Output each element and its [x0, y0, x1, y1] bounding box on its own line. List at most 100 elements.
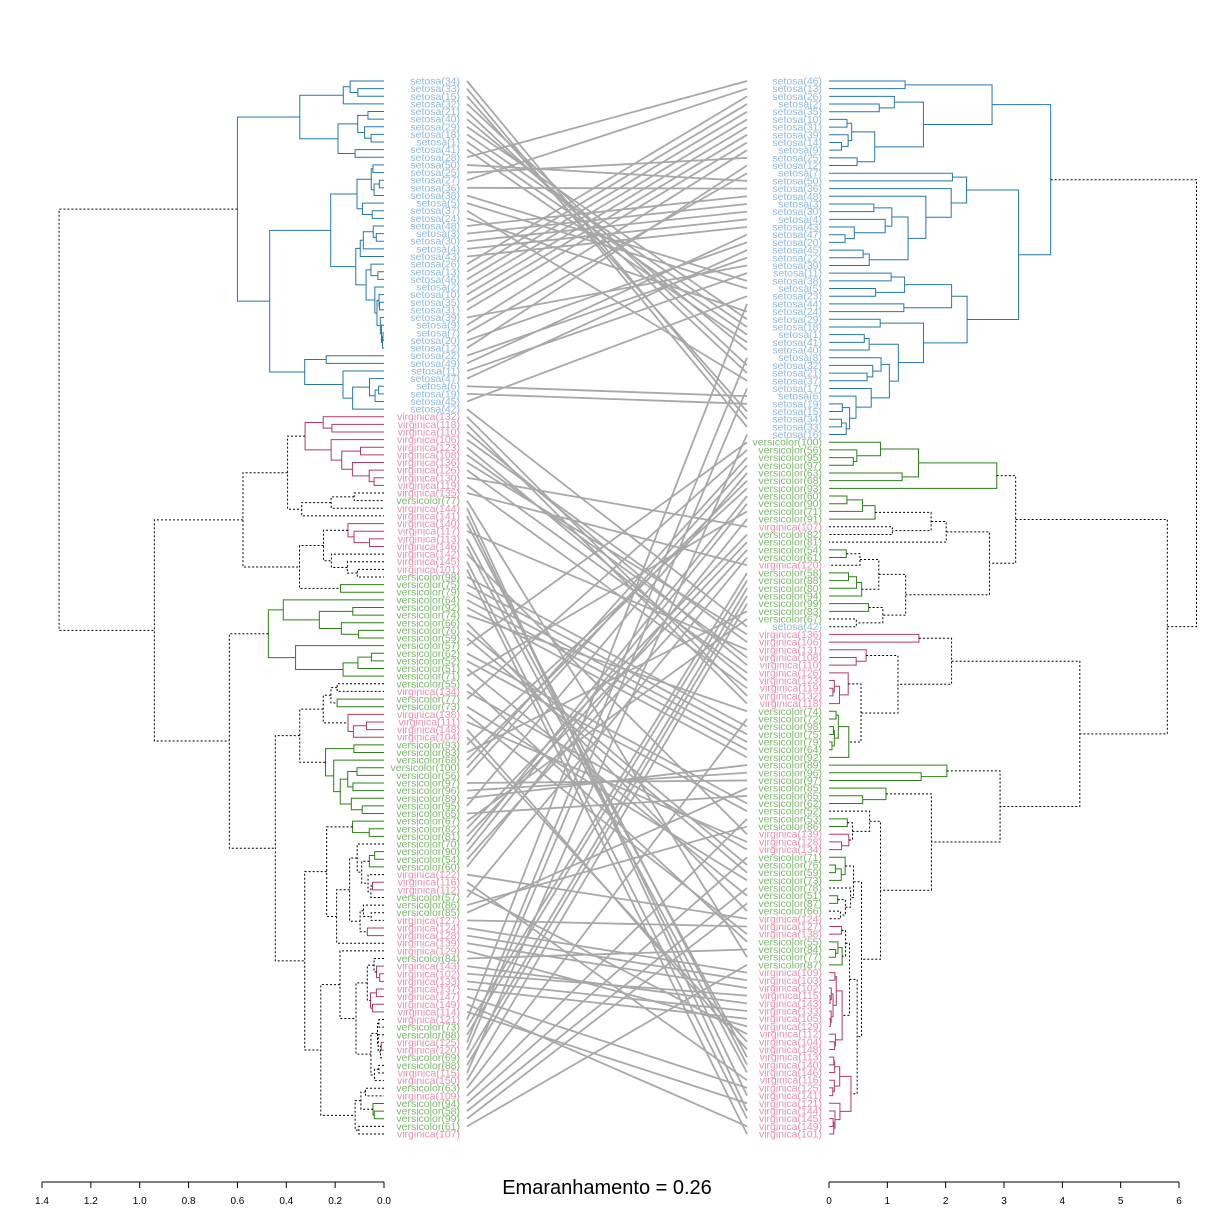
- dendrogram-branch: [829, 864, 836, 874]
- dendrogram-branch: [829, 887, 852, 908]
- left-leaf-label: setosa(35): [410, 297, 460, 309]
- left-leaf-label: versicolor(98): [396, 571, 460, 583]
- right-leaf-label: setosa(5): [778, 283, 822, 295]
- right-leaf-label: versicolor(51): [758, 890, 822, 902]
- dendrogram-branch: [373, 1110, 384, 1120]
- left-leaf-label: versicolor(76): [396, 625, 460, 637]
- dendrogram-branch: [829, 1079, 835, 1093]
- dendrogram-branch: [829, 656, 857, 666]
- right-leaf-label: virginica(126): [759, 667, 822, 679]
- connector-line: [466, 126, 748, 321]
- left-leaf-label: setosa(37): [410, 205, 460, 217]
- left-leaf-label: virginica(145): [397, 556, 460, 568]
- left-leaf-label: virginica(115): [398, 1067, 460, 1079]
- left-leaf-label: virginica(122): [397, 869, 460, 881]
- dendrogram-branch: [346, 561, 384, 574]
- dendrogram-branch: [829, 337, 870, 351]
- connector-line: [466, 434, 748, 1074]
- dendrogram-branch: [370, 912, 384, 921]
- left-leaf-label: setosa(22): [410, 350, 460, 362]
- left-leaf-label: setosa(7): [416, 327, 460, 339]
- dendrogram-branch: [829, 810, 871, 832]
- left-leaf-label: virginica(143): [397, 961, 460, 973]
- right-leaf-label: versicolor(61): [758, 552, 822, 564]
- right-leaf-labels: setosa(46)setosa(13)setosa(26)setosa(2)s…: [753, 76, 822, 1141]
- right-leaf-label: virginica(123): [759, 675, 822, 687]
- connector-line: [466, 438, 748, 643]
- left-leaf-label: virginica(141): [397, 510, 460, 522]
- right-axis-tick-label: 2: [943, 1196, 949, 1207]
- right-leaf-label: setosa(8): [778, 352, 822, 364]
- left-leaf-label: versicolor(54): [396, 854, 460, 866]
- dendrogram-branch: [352, 782, 384, 792]
- left-leaf-label: virginica(129): [397, 945, 460, 957]
- right-leaf-label: setosa(33): [772, 421, 822, 433]
- dendrogram-branch: [339, 778, 352, 805]
- right-leaf-label: setosa(21): [772, 368, 822, 380]
- right-leaf-label: versicolor(62): [758, 798, 822, 810]
- dendrogram-branch: [897, 637, 953, 685]
- connector-line: [466, 889, 748, 1035]
- dendrogram-branch: [829, 188, 952, 218]
- dendrogram-branch: [301, 502, 384, 517]
- dendrogram-branch: [358, 1125, 384, 1135]
- connector-line: [466, 660, 748, 812]
- dendrogram-branch: [367, 874, 384, 893]
- left-leaf-label: virginica(107): [397, 1129, 460, 1141]
- right-leaf-label: setosa(24): [772, 306, 822, 318]
- dendrogram-branch: [869, 216, 909, 261]
- dendrogram-branch: [267, 609, 296, 659]
- dendrogram-branch: [377, 271, 384, 280]
- right-leaf-label: versicolor(83): [758, 606, 822, 618]
- dendrogram-branch: [366, 927, 384, 937]
- dendrogram-branch: [847, 822, 854, 841]
- left-leaf-label: setosa(11): [411, 365, 460, 377]
- connector-line: [466, 454, 748, 659]
- dendrogram-branch: [829, 764, 948, 778]
- dendrogram-branch: [905, 84, 993, 125]
- dendrogram-branch: [340, 622, 384, 635]
- right-leaf-label: virginica(115): [760, 990, 822, 1002]
- left-leaf-label: setosa(41): [410, 144, 460, 156]
- right-leaf-label: virginica(149): [759, 1121, 822, 1133]
- left-leaf-label: virginica(138): [397, 709, 460, 721]
- dendrogram-branch: [829, 495, 848, 505]
- dendrogram-branch: [829, 462, 998, 489]
- dendrogram-branch: [364, 126, 384, 139]
- dendrogram-branch: [829, 457, 854, 466]
- left-leaf-label: virginica(108): [397, 449, 460, 461]
- dendrogram-branch: [351, 462, 384, 477]
- dendrogram-branch: [382, 332, 384, 341]
- right-leaf-label: versicolor(97): [758, 775, 822, 787]
- dendrogram-branch: [829, 234, 846, 243]
- left-leaf-label: versicolor(94): [396, 1098, 460, 1110]
- connector-line: [466, 794, 748, 815]
- dendrogram-branch: [875, 511, 932, 532]
- dendrogram-branch: [829, 372, 868, 382]
- dendrogram-branch: [829, 941, 839, 954]
- chart-title: Emaranhamento = 0.26: [502, 1177, 712, 1199]
- left-leaf-label: versicolor(73): [396, 701, 460, 713]
- dendrogram-branch: [368, 828, 384, 837]
- dendrogram-branch: [372, 225, 384, 238]
- connector-line: [466, 295, 748, 403]
- left-axis-tick-label: 1.0: [133, 1196, 147, 1207]
- left-leaf-label: versicolor(60): [396, 861, 460, 873]
- right-leaf-label: setosa(25): [772, 152, 822, 164]
- connector-line: [466, 80, 748, 159]
- connector-line: [466, 887, 748, 1112]
- dendrogram-branch: [829, 972, 836, 981]
- connector-line: [466, 576, 748, 728]
- right-leaf-label: virginica(136): [759, 629, 822, 641]
- dendrogram-branch: [242, 472, 300, 568]
- left-leaf-label: setosa(12): [410, 343, 460, 355]
- dendrogram-branch: [905, 531, 990, 596]
- dendrogram-branch: [829, 203, 875, 213]
- right-axis-tick-label: 1: [885, 1196, 891, 1207]
- dendrogram-branch: [350, 797, 384, 811]
- right-leaf-label: versicolor(86): [758, 821, 822, 833]
- dendrogram-branch: [829, 618, 857, 628]
- left-leaf-label: versicolor(90): [396, 846, 460, 858]
- left-leaf-label: virginica(137): [397, 984, 460, 996]
- right-axis-tick-label: 4: [1060, 1196, 1066, 1207]
